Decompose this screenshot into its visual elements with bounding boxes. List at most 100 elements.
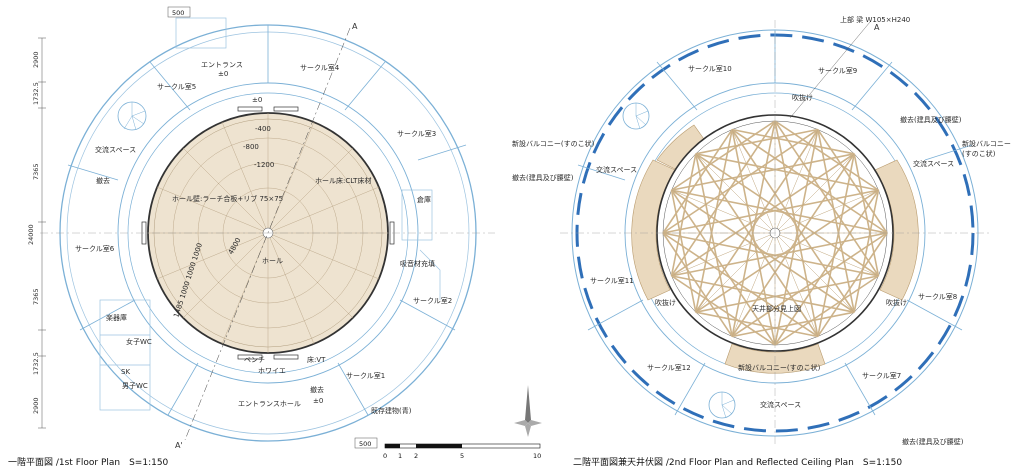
north-arrow-icon [514, 385, 542, 437]
ceiling-beam [671, 275, 776, 346]
ceiling-radial-line [774, 232, 879, 277]
spiral-stairs-2f [622, 102, 736, 419]
ceiling-beam [662, 128, 819, 234]
removed-bottom-level: ±0 [313, 397, 323, 405]
dim-1732-bottom: 1732.5 [32, 352, 40, 375]
ceiling-radial-line [774, 232, 819, 337]
ceiling-beam [695, 128, 819, 155]
second-floor-caption: 二階平面図兼天井伏図 /2nd Floor Plan and Reflected… [573, 456, 902, 468]
room-removed: 撤去 [96, 176, 110, 185]
void-right: 吹抜け [886, 298, 907, 307]
ceiling-radial-line [731, 129, 776, 234]
room-storage: 倉庫 [417, 195, 431, 204]
beam-note: 上部 梁 W105×H240 [840, 15, 910, 24]
level-minus-1200: -1200 [254, 161, 274, 169]
tag-bottom: 500 [359, 440, 371, 448]
existing-annex [99, 17, 441, 411]
ceiling-beam [695, 153, 879, 191]
room-circle-2: サークル室2 [413, 296, 452, 305]
new-balcony-left: 新設バルコニー(すのこ状) [512, 139, 595, 148]
ceiling-beam [731, 129, 776, 346]
room-removed-bottom: 撤去 [310, 385, 324, 394]
ceiling-beam [670, 153, 697, 277]
room-circle-12: サークル室12 [647, 363, 691, 372]
level-minus-400: -400 [255, 125, 271, 133]
ceiling-radial-line [671, 232, 776, 277]
room-bench: ベンチ [244, 356, 265, 364]
ceiling-beam [731, 128, 888, 234]
ceiling-beam-lattice [662, 120, 888, 346]
ceiling-beam [774, 120, 819, 337]
section-mark-a-top: A [352, 22, 358, 31]
void-top: 吹抜け [792, 93, 813, 102]
ceiling-beam [662, 129, 733, 234]
note-hall-floor: ホール床:CLT床材 [315, 176, 371, 185]
section-mark-2f: A [874, 23, 880, 32]
room-entrance-hall: エントランスホール [238, 400, 301, 408]
ceiling-radial-line [671, 189, 776, 234]
exchange-bottom: 交流スペース [760, 400, 801, 409]
ceiling-beam [731, 128, 855, 155]
ceiling-beam [695, 129, 819, 313]
scale-label-1: 1 [398, 452, 402, 460]
section-line-a [184, 27, 351, 441]
room-circle-10: サークル室10 [688, 64, 732, 73]
ceiling-beam [662, 189, 879, 234]
ceiling-beam [853, 189, 880, 313]
room-instrument: 楽器庫 [106, 313, 127, 322]
room-circle-7: サークル室7 [862, 371, 901, 380]
dim-1732-top: 1732.5 [32, 82, 40, 105]
room-circle-11: サークル室11 [590, 276, 634, 285]
ceiling-beam [695, 153, 879, 277]
entrance-level: ±0 [218, 70, 228, 78]
room-circle-8: サークル室8 [918, 292, 957, 301]
ceiling-beam [774, 129, 819, 346]
room-entrance: エントランス [201, 61, 243, 69]
room-circle-4: サークル室4 [300, 63, 340, 72]
ceiling-radial-line [774, 129, 819, 234]
ceiling-view-note: 天井部分見上図 [752, 304, 801, 313]
ceiling-beam [774, 120, 879, 191]
ceiling-beam [774, 275, 879, 346]
room-sk: SK [121, 368, 130, 376]
ceiling-beam [817, 129, 888, 234]
room-circle-3: サークル室3 [397, 129, 436, 138]
room-circle-6: サークル室6 [75, 244, 115, 253]
ceiling-beam [853, 153, 880, 277]
ceiling-beam [731, 153, 855, 337]
ceiling-beam [817, 232, 888, 337]
exchange-left: 交流スペース [596, 165, 637, 174]
ceiling-radial-line [695, 153, 776, 234]
removed-bottom: 撤去(建具及び腰壁) [902, 437, 964, 446]
level-top: ±0 [252, 96, 262, 104]
second-floor-labels: 上部 梁 W105×H240 A サークル室10 サークル室9 吹抜け 撤去(建… [512, 15, 1011, 468]
dim-24000: 24000 [27, 224, 35, 245]
section-mark-a-bottom: A' [175, 441, 183, 450]
existing-building-note: 既存建物(青) [371, 406, 412, 415]
note-floor-vt: 床:VT [307, 355, 326, 364]
ceiling-beam [671, 153, 855, 277]
new-balcony-bottom: 新設バルコニー(すのこ状) [738, 363, 821, 372]
ceiling-beam [695, 189, 879, 313]
ceiling-beam [671, 232, 888, 277]
ceiling-beam [671, 189, 855, 313]
note-sound-absorbing: 吸音材充填 [400, 259, 435, 268]
ceiling-radial-line [774, 153, 855, 234]
new-balconies [631, 124, 919, 374]
note-hall-wall: ホール壁:ラーチ合板+リブ 75×75 [172, 194, 283, 203]
dim-2900-top: 2900 [32, 51, 40, 68]
room-womens-wc: 女子WC [126, 337, 152, 346]
scale-label-5: 5 [460, 452, 464, 460]
tag-top: 500 [172, 9, 184, 17]
ceiling-beam [671, 153, 855, 191]
room-circle-5: サークル室5 [157, 82, 196, 91]
ceiling-beam [695, 311, 819, 338]
ceiling-beam [731, 120, 776, 337]
ceiling-beam [662, 232, 733, 337]
room-exchange-space: 交流スペース [95, 145, 136, 154]
dim-2900-bottom: 2900 [32, 397, 40, 414]
ceiling-radial-line [774, 189, 879, 234]
ceiling-beam [695, 153, 819, 337]
ceiling-radial-line [695, 232, 776, 313]
exchange-right: 交流スペース [913, 159, 954, 168]
